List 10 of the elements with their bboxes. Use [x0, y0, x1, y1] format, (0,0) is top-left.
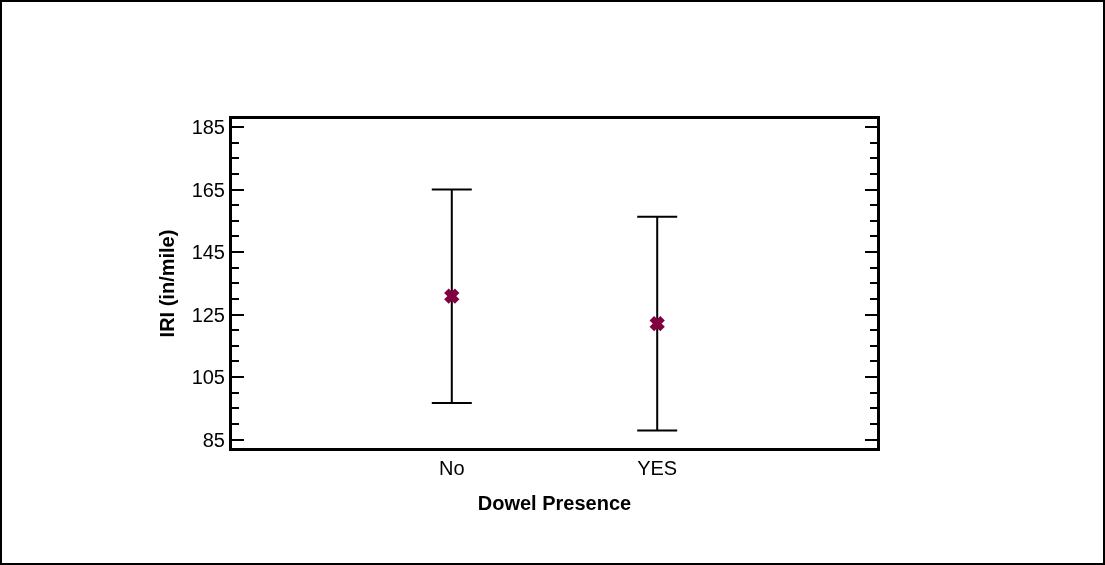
y-tick-label: 185: [191, 116, 225, 139]
x-tick-label: YES: [637, 457, 678, 479]
y-tick-label: 145: [191, 241, 225, 264]
y-axis-title: IRI (in/mile): [156, 229, 179, 338]
y-tick-label: 105: [191, 366, 225, 389]
y-tick-label: 85: [202, 428, 225, 451]
y-tick-label: 165: [191, 178, 225, 201]
y-tick-label: 125: [191, 303, 225, 326]
x-axis-title: Dowel Presence: [477, 491, 632, 514]
x-tick-label: No: [439, 457, 465, 479]
